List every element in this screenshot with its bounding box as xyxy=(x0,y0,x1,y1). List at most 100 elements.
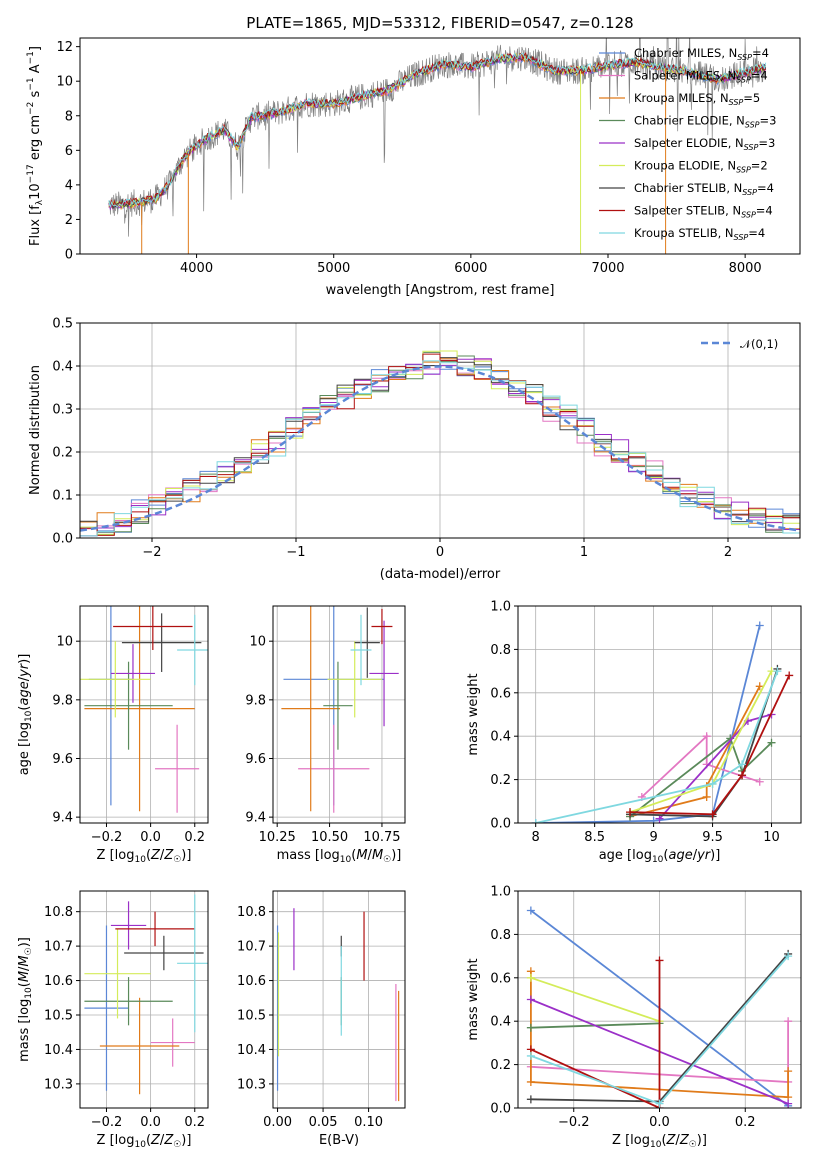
x-tick-label: 9 xyxy=(649,830,657,845)
y-tick-label: 10.3 xyxy=(44,1077,73,1092)
marker-plus xyxy=(655,814,664,823)
x-tick-label: −1 xyxy=(286,545,305,560)
x-tick-label: 0.2 xyxy=(735,1115,756,1130)
x-axis-label: E(B-V) xyxy=(319,1133,359,1148)
marker-plus xyxy=(755,621,764,630)
y-tick-label: 10 xyxy=(249,635,266,650)
y-axis-label: mass weight xyxy=(466,958,481,1040)
axes-frame xyxy=(272,890,406,1109)
marker-plus xyxy=(755,777,764,786)
y-axis-label: mass weight xyxy=(466,673,481,755)
marker-plus xyxy=(526,1077,535,1086)
x-tick-label: 0 xyxy=(436,545,444,560)
x-tick-label: 10.50 xyxy=(311,830,348,845)
y-tick-label: 8 xyxy=(65,109,73,124)
y-axis-label: mass [log10(M/M☉)] xyxy=(17,937,34,1062)
legend-entry: Chabrier STELIB, NSSP=4 xyxy=(634,181,774,197)
series-line xyxy=(641,734,760,798)
y-tick-label: 0.0 xyxy=(490,1102,511,1117)
x-tick-label: 5000 xyxy=(317,261,350,276)
y-tick-label: 2 xyxy=(65,213,73,228)
marker-plus xyxy=(755,682,764,691)
x-tick-label: 2 xyxy=(724,545,732,560)
marker-plus xyxy=(655,956,664,965)
x-tick-label: 8000 xyxy=(729,261,762,276)
x-tick-label: −0.2 xyxy=(91,1115,123,1130)
mass_weight_vs_Z-plot-area xyxy=(518,891,801,1108)
legend-entry: Kroupa STELIB, NSSP=4 xyxy=(634,226,765,242)
marker-plus xyxy=(708,779,717,788)
y-tick-label: 10.7 xyxy=(44,940,73,955)
mass_vs_ebv-plot-area xyxy=(273,891,405,1108)
marker-plus xyxy=(526,973,535,982)
y-tick-label: 0.3 xyxy=(52,403,73,418)
y-tick-label: 4 xyxy=(65,178,73,193)
x-tick-label: 9.5 xyxy=(702,830,723,845)
y-tick-label: 10.5 xyxy=(237,1009,266,1024)
y-tick-label: 9.6 xyxy=(52,752,73,767)
x-tick-label: 7000 xyxy=(591,261,624,276)
gaussian-curve xyxy=(80,365,800,532)
x-tick-label: 0.10 xyxy=(354,1115,383,1130)
y-tick-label: 10.3 xyxy=(237,1077,266,1092)
y-tick-label: 0.6 xyxy=(490,971,511,986)
marker-plus xyxy=(526,1023,535,1032)
y-tick-label: 0 xyxy=(65,248,73,263)
y-tick-label: 9.8 xyxy=(245,693,266,708)
model-spectrum xyxy=(108,52,767,208)
x-tick-label: 0.2 xyxy=(184,830,205,845)
x-tick-label: −2 xyxy=(142,545,161,560)
legend-entry: Kroupa MILES, NSSP=5 xyxy=(634,91,760,107)
x-tick-label: 0.00 xyxy=(263,1115,292,1130)
y-axis-label: Flux [fλ10−17 erg cm−2 s−1 A−1] xyxy=(26,46,45,246)
marker-plus xyxy=(785,671,794,680)
x-tick-label: 0.0 xyxy=(140,1115,161,1130)
y-tick-label: 10 xyxy=(56,75,73,90)
marker-plus xyxy=(784,1017,793,1026)
legend-entry: 𝒩(0,1) xyxy=(740,337,778,351)
marker-plus xyxy=(526,1051,535,1060)
y-tick-label: 9.6 xyxy=(245,752,266,767)
marker-plus xyxy=(784,952,793,961)
x-axis-label: Z [log10(Z/Z☉)] xyxy=(97,1133,192,1150)
axes-frame xyxy=(272,605,406,824)
age_vs_mass-plot-area xyxy=(273,606,405,823)
marker-plus xyxy=(526,906,535,915)
x-axis-label: Z [log10(Z/Z☉)] xyxy=(97,848,192,865)
y-tick-label: 10.8 xyxy=(237,905,266,920)
y-tick-label: 0.6 xyxy=(490,686,511,701)
x-tick-label: 4000 xyxy=(180,261,213,276)
legend-entry: Salpeter MILES, NSSP=4 xyxy=(634,69,768,85)
axes-frame xyxy=(79,37,801,255)
x-axis-label: wavelength [Angstrom, rest frame] xyxy=(326,283,555,298)
x-tick-label: 0.0 xyxy=(649,1115,670,1130)
series-line xyxy=(535,670,779,823)
y-tick-label: 10 xyxy=(56,635,73,650)
x-tick-label: −0.2 xyxy=(91,830,123,845)
marker-plus xyxy=(784,1099,793,1108)
marker-plus xyxy=(702,792,711,801)
histogram-step xyxy=(80,360,800,537)
y-tick-label: 0.8 xyxy=(490,643,511,658)
y-tick-label: 0.2 xyxy=(490,1058,511,1073)
y-tick-label: 10.5 xyxy=(44,1009,73,1024)
y-tick-label: 10.8 xyxy=(44,905,73,920)
axes-frame xyxy=(79,322,801,539)
x-tick-label: −0.2 xyxy=(558,1115,590,1130)
y-tick-label: 10.7 xyxy=(237,940,266,955)
y-tick-label: 0.4 xyxy=(52,360,73,375)
series-line xyxy=(535,625,761,823)
series-line xyxy=(530,960,661,1108)
x-axis-label: Z [log10(Z/Z☉)] xyxy=(612,1133,707,1150)
series-line xyxy=(629,736,773,818)
y-tick-label: 0.5 xyxy=(52,317,73,332)
legend-entry: Salpeter STELIB, NSSP=4 xyxy=(634,204,773,220)
axes-frame xyxy=(79,890,209,1109)
x-tick-label: 10.75 xyxy=(363,830,400,845)
spectrum-plot-area xyxy=(108,38,767,254)
series-line xyxy=(629,675,791,816)
marker-plus xyxy=(649,816,658,823)
y-tick-label: 9.8 xyxy=(52,693,73,708)
legend-entry: Kroupa ELODIE, NSSP=2 xyxy=(634,159,768,175)
marker-plus xyxy=(702,732,711,741)
